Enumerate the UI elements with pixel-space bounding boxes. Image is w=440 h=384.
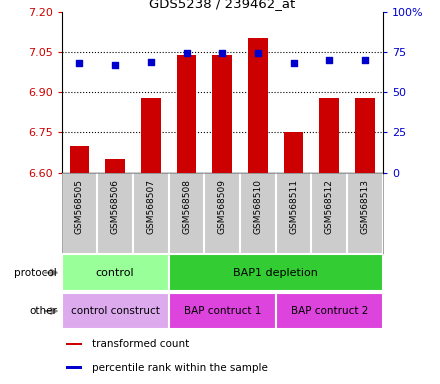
Text: GSM568511: GSM568511 [289,179,298,234]
Point [76,60,83,66]
Text: GSM568509: GSM568509 [218,179,227,234]
Text: GSM568513: GSM568513 [360,179,370,234]
Point [290,60,297,66]
Text: control construct: control construct [71,306,160,316]
Title: GDS5238 / 239462_at: GDS5238 / 239462_at [149,0,295,10]
Bar [62,293,169,329]
Text: BAP1 depletion: BAP1 depletion [233,268,318,278]
Bar [248,38,268,173]
Bar [169,254,383,291]
Bar [105,159,125,173]
Text: BAP contruct 1: BAP contruct 1 [183,306,261,316]
Bar [284,132,304,173]
Point [147,58,154,65]
Text: percentile rank within the sample: percentile rank within the sample [92,362,268,373]
Point [254,50,261,56]
Bar [66,366,82,369]
Point [219,50,226,56]
Bar [177,55,196,173]
Text: GSM568508: GSM568508 [182,179,191,234]
Text: protocol: protocol [15,268,57,278]
Bar [62,254,169,291]
Text: GSM568512: GSM568512 [325,179,334,234]
Text: control: control [96,268,135,278]
Text: other: other [29,306,57,316]
Point [183,50,190,56]
Text: GSM568506: GSM568506 [110,179,120,234]
Bar [319,98,339,173]
Text: BAP contruct 2: BAP contruct 2 [290,306,368,316]
Bar [169,293,276,329]
Bar [276,293,383,329]
Bar [70,146,89,173]
Point [326,57,333,63]
Bar [355,98,375,173]
Text: transformed count: transformed count [92,339,189,349]
Point [361,57,368,63]
Point [112,62,119,68]
Text: GSM568510: GSM568510 [253,179,262,234]
Bar [141,98,161,173]
Text: GSM568507: GSM568507 [147,179,155,234]
Text: GSM568505: GSM568505 [75,179,84,234]
Bar [66,343,82,346]
Bar [213,55,232,173]
